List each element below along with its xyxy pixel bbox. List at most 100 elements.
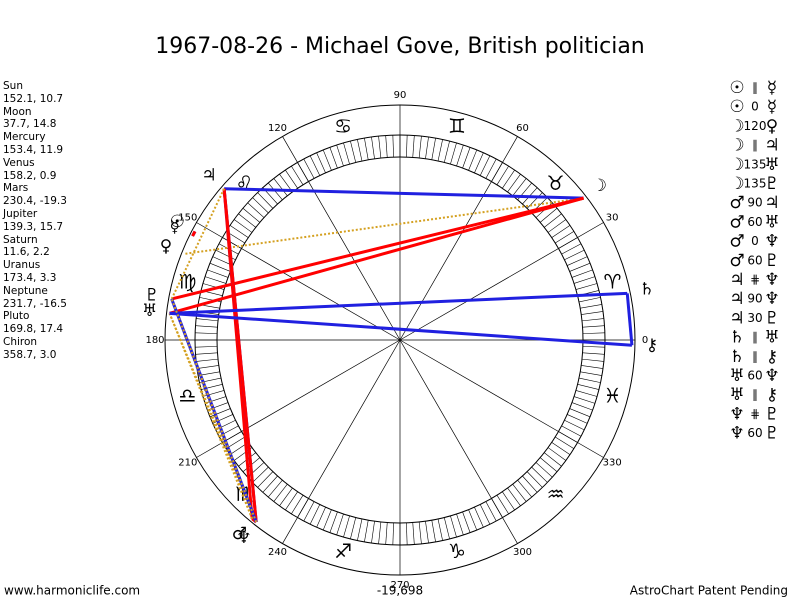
planet-glyph: ♃ xyxy=(201,166,216,186)
aspect-p2: ♇ xyxy=(764,174,779,194)
aspect-p1: ♆ xyxy=(729,424,744,444)
aspect-type: ∥ xyxy=(752,330,758,344)
ring-tick xyxy=(285,169,298,189)
ring-tick xyxy=(225,436,245,449)
ring-tick xyxy=(547,447,567,461)
aspect-p1: ♂ xyxy=(729,193,744,213)
aspect-p2: ♆ xyxy=(764,289,779,309)
aspect-p1: ♃ xyxy=(729,289,744,309)
aspect-line xyxy=(170,298,258,523)
degree-label: 330 xyxy=(603,458,622,469)
ring-tick xyxy=(575,283,598,290)
ring-tick xyxy=(512,484,527,502)
ring-tick xyxy=(431,520,436,542)
spoke xyxy=(399,339,604,458)
ring-tick xyxy=(502,169,515,189)
aspect-type: 90 xyxy=(747,196,762,210)
ring-tick xyxy=(262,475,278,493)
ring-tick xyxy=(551,442,571,455)
planet-name: Mars xyxy=(3,182,29,195)
ring-tick xyxy=(567,414,588,424)
ring-tick xyxy=(291,495,304,515)
aspect-p2: ♅ xyxy=(764,155,779,175)
planet-glyph: ⚷ xyxy=(646,336,658,356)
spoke xyxy=(399,136,518,341)
ring-tick xyxy=(343,515,350,538)
aspect-p1: ♅ xyxy=(729,385,744,405)
ring-tick xyxy=(209,262,231,272)
ring-tick xyxy=(196,365,219,369)
ring-tick xyxy=(212,414,233,424)
ring-tick xyxy=(406,522,408,545)
sign-glyph: ♉ xyxy=(547,171,565,195)
ring-tick xyxy=(207,269,229,278)
ring-tick xyxy=(517,479,533,498)
ring-tick xyxy=(322,149,332,171)
ring-tick xyxy=(371,521,375,544)
degree-label: 270 xyxy=(390,580,409,591)
aspect-p2: ♅ xyxy=(764,212,779,232)
planet-name: Uranus xyxy=(3,259,41,272)
planet-coords: 37.7, 14.8 xyxy=(3,118,57,131)
degree-label: 30 xyxy=(606,213,619,224)
ring-tick xyxy=(371,136,375,159)
aspect-type: 30 xyxy=(747,311,762,325)
ring-tick xyxy=(385,522,388,545)
ring-tick xyxy=(450,515,457,538)
ring-tick xyxy=(485,158,497,179)
sign-glyph: ♎ xyxy=(179,383,197,407)
ring-tick xyxy=(539,207,558,223)
aspect-p2: ⚷ xyxy=(766,385,778,405)
ring-tick xyxy=(215,249,236,261)
aspect-p1: ♂ xyxy=(729,251,744,271)
sign-glyph: ♋ xyxy=(334,114,352,138)
ring-tick xyxy=(496,165,509,185)
aspect-type: 135 xyxy=(744,177,767,191)
planet-glyph: ♀ xyxy=(160,236,172,256)
ring-tick xyxy=(303,158,315,179)
planet-glyph: ♄ xyxy=(639,279,654,299)
ring-tick xyxy=(437,518,443,541)
aspect-type: ∥ xyxy=(752,388,758,402)
aspect-p2: ♇ xyxy=(764,251,779,271)
aspect-line xyxy=(169,311,633,347)
aspect-p1: ☉ xyxy=(729,78,744,98)
ring-tick xyxy=(350,141,357,163)
planet-coords: 153.4, 11.9 xyxy=(3,143,64,156)
aspect-p2: ♀ xyxy=(766,116,778,136)
ring-tick xyxy=(431,138,436,160)
ring-tick xyxy=(468,509,478,531)
ring-tick xyxy=(582,325,605,328)
ring-tick xyxy=(252,466,269,483)
aspect-line xyxy=(169,196,584,315)
spoke xyxy=(399,339,518,544)
ring-tick xyxy=(581,311,604,315)
ring-tick xyxy=(571,402,593,411)
ring-tick xyxy=(580,371,602,376)
planet-name: Mercury xyxy=(3,131,46,144)
aspect-type: 60 xyxy=(747,426,762,440)
ring-tick xyxy=(412,522,415,545)
aspect-type: 60 xyxy=(747,369,762,383)
sign-glyph: ♊ xyxy=(448,114,466,138)
ring-tick xyxy=(378,521,382,544)
sign-glyph: ♒ xyxy=(547,482,565,506)
ring-tick xyxy=(252,197,269,214)
planet-coords: 152.1, 10.7 xyxy=(3,92,64,105)
ring-tick xyxy=(364,138,369,160)
ring-tick xyxy=(502,491,515,511)
aspect-p2: ♆ xyxy=(764,270,779,290)
degree-label: 180 xyxy=(145,335,164,346)
ring-tick xyxy=(539,457,558,473)
ring-tick xyxy=(195,332,218,334)
ring-tick xyxy=(535,462,553,478)
aspect-type: ∥ xyxy=(752,81,758,95)
ring-tick xyxy=(456,513,464,536)
ring-tick xyxy=(456,144,464,167)
degree-label: 150 xyxy=(178,213,197,224)
aspect-p2: ♇ xyxy=(764,404,779,424)
aspect-p1: ☽ xyxy=(729,116,744,136)
degree-label: 240 xyxy=(268,547,287,558)
ring-tick xyxy=(496,495,509,515)
ring-tick xyxy=(507,487,521,507)
